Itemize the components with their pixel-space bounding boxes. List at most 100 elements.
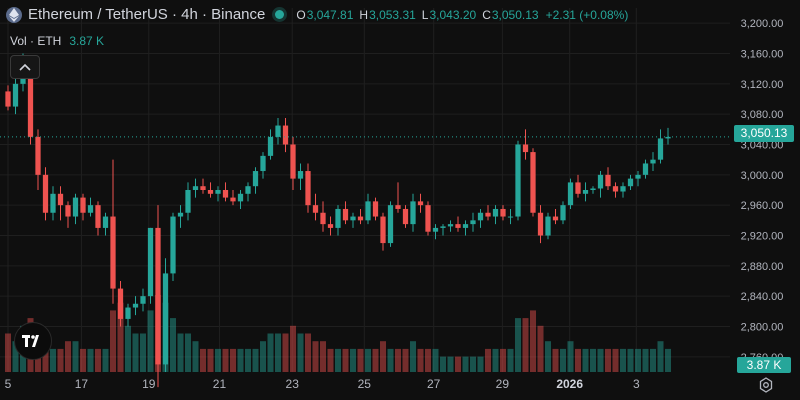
candle-body <box>320 212 326 225</box>
volume-bar <box>350 348 356 372</box>
ohlc-values: O3,047.81 H3,053.31 L3,043.20 C3,050.13 … <box>296 8 628 22</box>
candle-body <box>582 190 589 194</box>
candle-body <box>567 182 574 206</box>
volume-bar <box>215 348 221 372</box>
volume-bar <box>147 310 154 372</box>
candle-body <box>470 220 476 225</box>
candle-body <box>207 190 214 194</box>
high-key: H <box>359 7 369 22</box>
candle-body <box>485 212 491 217</box>
volume-bar <box>275 333 281 372</box>
volume-bar <box>590 348 596 372</box>
candle-body <box>350 216 356 221</box>
volume-bar <box>192 341 199 372</box>
volume-bar <box>597 348 604 372</box>
volume-bar <box>282 333 289 372</box>
candle-body <box>515 144 521 217</box>
y-tick-label: 3,160.00 <box>741 49 784 61</box>
volume-bar <box>410 341 416 372</box>
candle-body <box>530 152 536 213</box>
volume-bar <box>395 348 401 372</box>
y-tick-label: 2,920.00 <box>741 231 784 243</box>
candle-body <box>432 227 439 232</box>
volume-bar <box>207 348 214 372</box>
candle-body <box>267 136 274 156</box>
candle-body <box>297 171 304 179</box>
candle-body <box>27 61 34 137</box>
volume-bar <box>522 318 529 372</box>
candle-body <box>42 174 49 213</box>
volume-bar <box>65 341 71 372</box>
volume-bar <box>95 348 101 372</box>
candle-body <box>447 224 454 227</box>
volume-bar <box>477 356 484 372</box>
candle-body <box>237 193 244 202</box>
volume-bar <box>200 348 206 372</box>
volume-bar <box>297 333 304 372</box>
volume-bar <box>87 348 94 372</box>
settings-gear-icon[interactable] <box>758 377 774 393</box>
candle-body <box>282 125 289 145</box>
x-tick-label: 2026 <box>556 377 583 391</box>
y-tick-label: 2,960.00 <box>741 200 784 212</box>
volume-bar <box>320 341 326 372</box>
x-tick-label: 29 <box>496 377 510 391</box>
volume-bar <box>402 348 409 372</box>
candle-body <box>380 216 386 244</box>
volume-bar <box>312 341 319 372</box>
candle-body <box>425 205 431 232</box>
volume-bar <box>237 348 244 372</box>
close-key: C <box>482 7 491 22</box>
volume-bar <box>582 348 589 372</box>
volume-title[interactable]: Vol · ETH <box>10 34 62 48</box>
candle-body <box>170 216 176 274</box>
candle-body <box>620 186 626 192</box>
candle-body <box>260 155 266 172</box>
tradingview-logo-icon[interactable] <box>14 322 52 360</box>
candle-body <box>102 216 109 228</box>
candle-body <box>560 205 566 221</box>
candle-body <box>230 197 236 202</box>
candle-body <box>222 190 229 198</box>
volume-bar <box>530 310 536 372</box>
volume-bar <box>102 348 109 372</box>
volume-bar <box>327 348 334 372</box>
volume-bar <box>387 348 394 372</box>
x-tick-label: 23 <box>286 377 300 391</box>
candle-body <box>627 178 634 187</box>
candle-body <box>80 197 86 213</box>
candle-body <box>252 171 259 187</box>
candle-body <box>440 226 446 228</box>
volume-bar <box>177 333 184 372</box>
volume-bar <box>222 348 229 372</box>
candle-body <box>575 182 581 194</box>
volume-bar <box>230 348 236 372</box>
volume-bar <box>425 348 431 372</box>
candle-body <box>305 171 311 206</box>
symbol-title[interactable]: Ethereum / TetherUS · 4h · Binance <box>28 6 266 23</box>
last-price-badge: 3,050.13 <box>734 125 794 142</box>
candle-body <box>125 307 131 319</box>
volume-bar <box>500 348 506 372</box>
volume-bar <box>432 348 439 372</box>
collapse-legend-button[interactable] <box>10 55 40 79</box>
volume-bar <box>72 341 79 372</box>
candle-body <box>357 216 364 221</box>
candle-body <box>140 296 146 304</box>
volume-bar <box>635 348 641 372</box>
volume-bar <box>57 348 64 372</box>
volume-bar <box>372 348 379 372</box>
candle-body <box>50 193 56 213</box>
candle-body <box>552 216 559 221</box>
x-tick-label: 25 <box>358 377 372 391</box>
volume-bar <box>665 348 671 372</box>
candle-body <box>185 190 191 213</box>
volume-bar <box>252 348 259 372</box>
y-tick-label: 3,040.00 <box>741 140 784 152</box>
volume-bar <box>575 348 581 372</box>
candle-body <box>65 205 71 217</box>
chevron-up-icon <box>19 63 31 71</box>
candle-body <box>57 193 64 206</box>
volume-bar <box>117 302 124 372</box>
